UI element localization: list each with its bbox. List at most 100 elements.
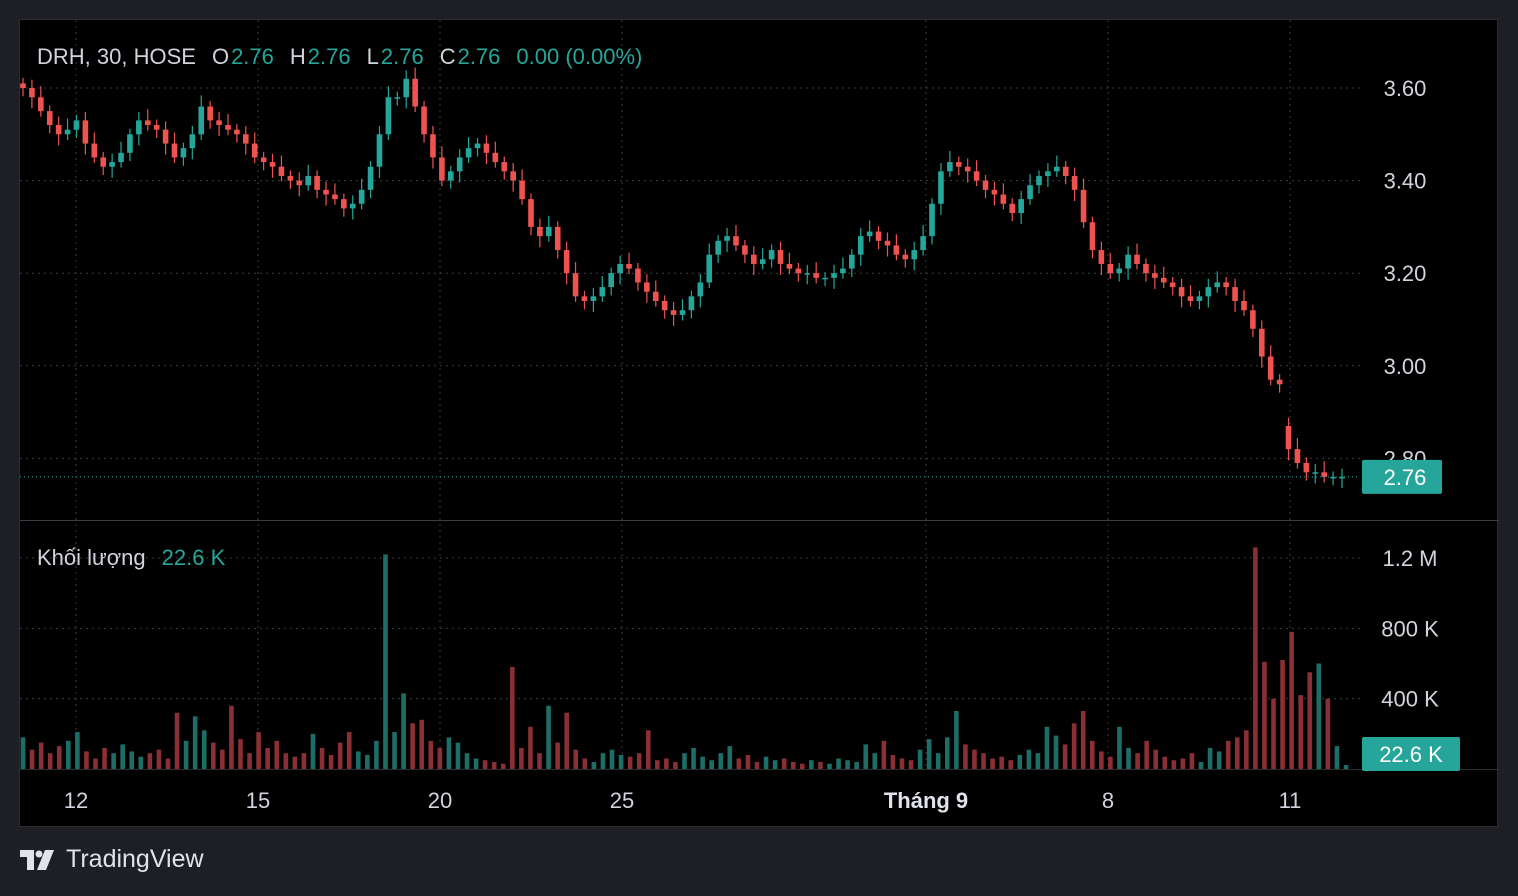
volume-bar-1 xyxy=(29,749,35,769)
volume-bar-143 xyxy=(1316,663,1322,769)
volume-bar-60 xyxy=(564,712,569,769)
candle-body-86 xyxy=(786,263,793,269)
candle-body-50 xyxy=(465,148,472,158)
volume-bar-95 xyxy=(881,740,887,769)
volume-bar-5 xyxy=(66,740,71,769)
volume-bar-109 xyxy=(1008,760,1014,769)
candle-body-146 xyxy=(1321,472,1327,477)
volume-bar-13 xyxy=(138,756,144,769)
volume-bar-118 xyxy=(1089,740,1095,769)
candle-body-0 xyxy=(20,83,26,88)
time-axis-label-1: 15 xyxy=(246,788,270,813)
candle-body-37 xyxy=(349,203,356,209)
candle-body-137 xyxy=(1241,300,1247,311)
volume-bar-25 xyxy=(247,753,252,769)
candle-body-54 xyxy=(501,162,508,172)
volume-bar-127 xyxy=(1171,760,1177,769)
volume-bar-21 xyxy=(210,742,216,769)
candle-body-36 xyxy=(341,199,347,209)
candle-body-132 xyxy=(1196,296,1203,301)
volume-bar-72 xyxy=(673,761,678,769)
volume-bar-65 xyxy=(609,749,615,769)
time-axis-label-4: Tháng 9 xyxy=(884,788,968,813)
candle-body-66 xyxy=(608,273,615,288)
candle-body-17 xyxy=(171,143,178,158)
candle-body-38 xyxy=(358,189,365,204)
candle-body-73 xyxy=(670,310,677,315)
candle-body-33 xyxy=(314,175,320,190)
candle-body-77 xyxy=(706,254,713,283)
candle-body-51 xyxy=(474,143,481,149)
candle-body-68 xyxy=(626,263,632,269)
candle-body-67 xyxy=(617,263,623,274)
volume-bar-52 xyxy=(491,761,497,769)
candle-body-129 xyxy=(1169,282,1176,288)
candle-body-21 xyxy=(207,106,213,121)
volume-bar-139 xyxy=(1280,659,1285,769)
time-axis-label-5: 8 xyxy=(1102,788,1114,813)
volume-bar-136 xyxy=(1253,547,1258,769)
candle-body-26 xyxy=(251,143,258,158)
volume-bar-29 xyxy=(283,753,289,769)
candle-body-94 xyxy=(857,236,864,255)
volume-bar-125 xyxy=(1153,749,1159,769)
volume-bar-71 xyxy=(664,758,669,769)
candle-body-114 xyxy=(1036,175,1042,186)
candle-body-31 xyxy=(296,180,303,186)
candle-body-40 xyxy=(376,134,383,167)
volume-bar-144 xyxy=(1325,698,1331,769)
legend-close-label: C xyxy=(439,44,456,69)
volume-bar-132 xyxy=(1216,751,1222,769)
candle-body-141 xyxy=(1276,379,1283,385)
volume-bar-10 xyxy=(111,753,116,769)
volume-bar-102 xyxy=(944,737,950,769)
volume-bar-23 xyxy=(229,705,234,769)
volume-bar-111 xyxy=(1026,749,1032,769)
time-axis-label-2: 20 xyxy=(428,788,452,813)
volume-bar-74 xyxy=(691,747,696,769)
volume-bar-46 xyxy=(437,747,443,769)
price-axis-label-1: 3.40 xyxy=(1384,169,1427,194)
candle-body-88 xyxy=(804,273,811,275)
legend-change: 0.00 (0.00%) xyxy=(516,44,643,69)
volume-bar-75 xyxy=(700,756,705,769)
candle-body-59 xyxy=(546,226,552,237)
volume-bar-66 xyxy=(618,754,624,769)
volume-bar-56 xyxy=(528,726,533,769)
candle-body-143 xyxy=(1294,449,1301,464)
candle-body-47 xyxy=(439,157,445,181)
candle-body-135 xyxy=(1223,282,1229,288)
volume-bar-45 xyxy=(428,740,434,769)
volume-bar-7 xyxy=(84,751,89,769)
candle-body-57 xyxy=(528,199,534,227)
volume-bar-30 xyxy=(292,756,298,769)
volume-bar-134 xyxy=(1234,737,1240,769)
volume-bar-80 xyxy=(745,754,751,769)
tradingview-logo[interactable]: TradingView xyxy=(20,845,204,874)
volume-bar-43 xyxy=(410,723,415,769)
candle-body-79 xyxy=(724,236,730,241)
legend-symbol: DRH, 30, HOSE xyxy=(37,44,196,69)
candle-body-139 xyxy=(1258,328,1265,357)
candle-body-2 xyxy=(38,97,44,112)
candle-body-96 xyxy=(875,231,882,241)
volume-bar-83 xyxy=(772,760,778,769)
legend-open-label: O xyxy=(211,44,230,69)
candle-body-14 xyxy=(144,120,151,126)
candle-body-82 xyxy=(750,254,757,264)
volume-axis-label-0: 1.2 M xyxy=(1382,546,1437,571)
volume-bar-64 xyxy=(600,753,606,769)
candle-body-110 xyxy=(1000,194,1007,204)
candle-body-85 xyxy=(777,250,784,264)
volume-bar-14 xyxy=(147,753,153,769)
candle-body-25 xyxy=(243,134,249,144)
volume-bar-96 xyxy=(890,754,896,769)
candle-body-125 xyxy=(1134,254,1140,264)
candle-body-112 xyxy=(1018,199,1024,214)
volume-bar-22 xyxy=(220,749,225,769)
candle-body-6 xyxy=(73,120,80,130)
volume-bar-35 xyxy=(337,742,343,769)
volume-bar-8 xyxy=(93,758,98,769)
